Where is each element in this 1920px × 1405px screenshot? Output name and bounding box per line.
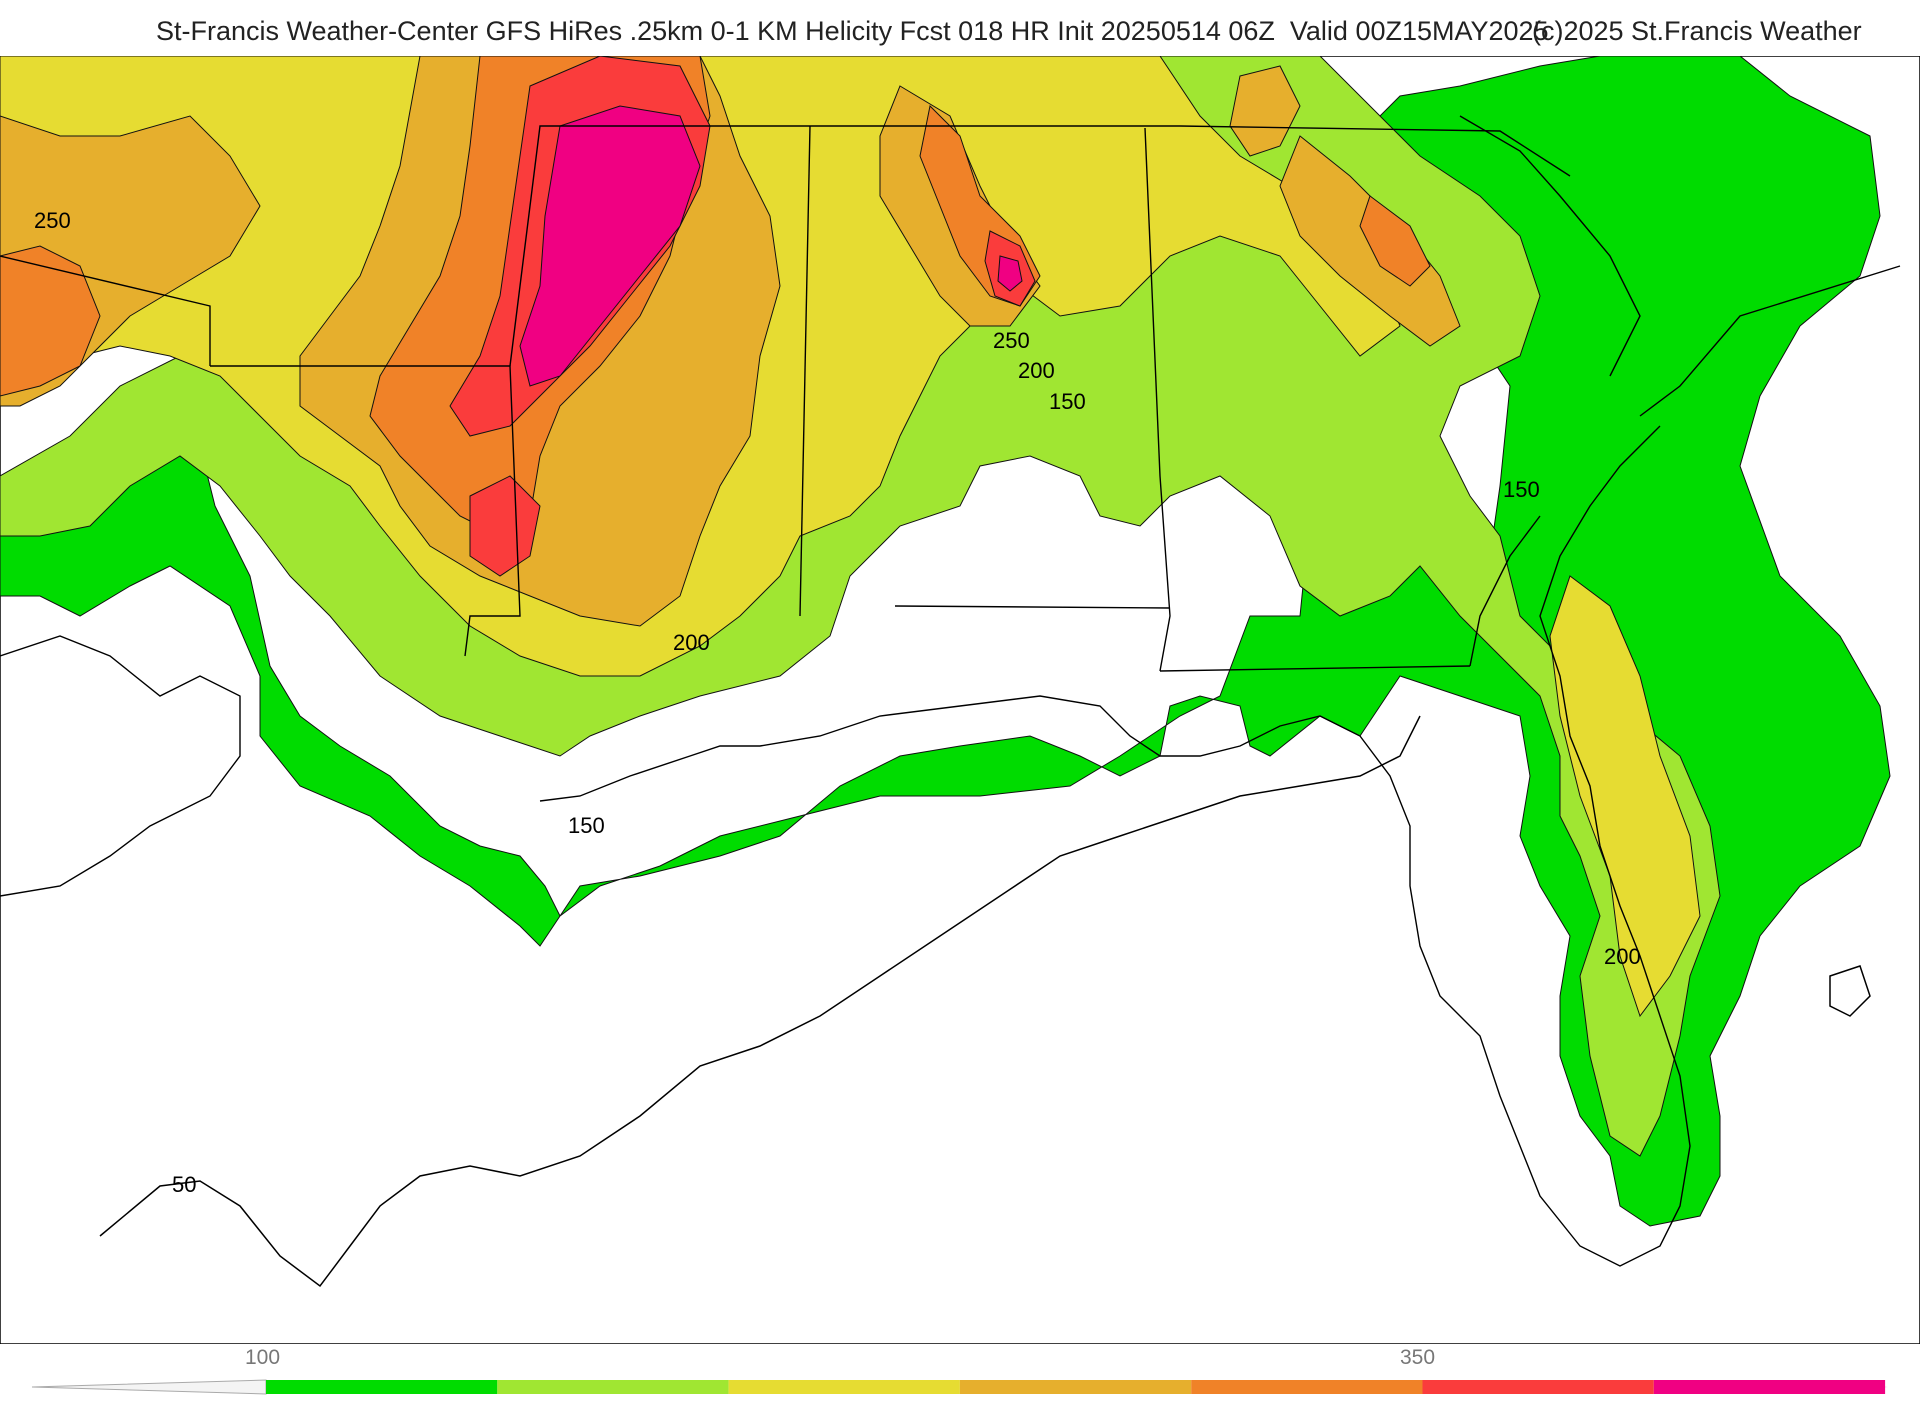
map-title: St-Francis Weather-Center GFS HiRes .25k… (156, 16, 1549, 46)
state-boundaries (0, 115, 1901, 672)
helicity-fill-200-250 (1549, 575, 1701, 1018)
legend-swatch-2 (728, 1380, 960, 1394)
helicity-fill-350-400 (469, 475, 541, 577)
legend-swatch-3 (959, 1380, 1192, 1394)
copyright-text: (c)2025 St.Francis Weather (1532, 16, 1862, 46)
helicity-fill-400-plus (997, 255, 1023, 292)
legend-swatch-4 (1191, 1380, 1423, 1394)
helicity-map: 250 250 200 150 150 200 150 200 50 (0, 56, 1920, 1344)
contour-label-fl-200: 200 (1604, 944, 1641, 969)
legend-tick-350: 350 (1400, 1346, 1435, 1369)
coastline (0, 635, 241, 897)
helicity-fill-300-350 (1359, 195, 1431, 287)
legend-tick-100: 100 (245, 1346, 280, 1369)
coastline (539, 425, 1691, 1267)
contour-label-al-200: 200 (1018, 358, 1055, 383)
contour-label-gulf-150: 150 (568, 813, 605, 838)
legend-swatch-5 (1422, 1380, 1654, 1394)
legend-swatch-1 (497, 1380, 729, 1394)
color-legend: 100 350 (0, 1344, 1920, 1400)
contour-50-line (1829, 965, 1871, 1017)
contour-label-sc-150: 150 (1503, 477, 1540, 502)
helicity-fill-400-plus (519, 105, 701, 387)
contour-label-al-250: 250 (993, 328, 1030, 353)
contour-50-line (99, 715, 1421, 1288)
contour-label-tx-250: 250 (34, 208, 71, 233)
contour-label-al-150: 150 (1049, 389, 1086, 414)
legend-arrow-high (1655, 1380, 1888, 1394)
helicity-fill-250-300 (1229, 65, 1301, 157)
contour-label-gulf-50: 50 (172, 1172, 196, 1197)
contour-label-ms-200: 200 (673, 630, 710, 655)
legend-swatch-0 (266, 1380, 498, 1394)
legend-swatches (266, 1380, 1886, 1394)
map-title-bar: St-Francis Weather-Center GFS HiRes .25k… (0, 12, 1920, 52)
helicity-fill-300-350 (0, 245, 101, 397)
legend-arrow-low (31, 1379, 267, 1395)
